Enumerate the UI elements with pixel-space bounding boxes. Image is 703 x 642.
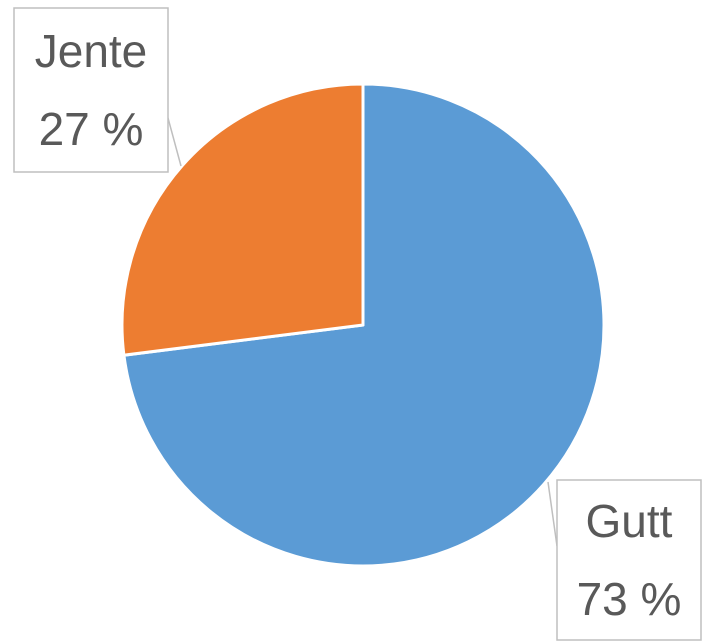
label-box [556, 479, 702, 641]
value-label: 73 % [577, 573, 682, 625]
leader-line [547, 481, 558, 547]
leader-line [167, 117, 182, 167]
slice-label: Jente [35, 25, 148, 77]
slices [120, 82, 606, 568]
pie-slice [120, 82, 365, 357]
label-box [13, 7, 169, 173]
slice-label: Gutt [586, 495, 673, 547]
value-label: 27 % [39, 103, 144, 155]
